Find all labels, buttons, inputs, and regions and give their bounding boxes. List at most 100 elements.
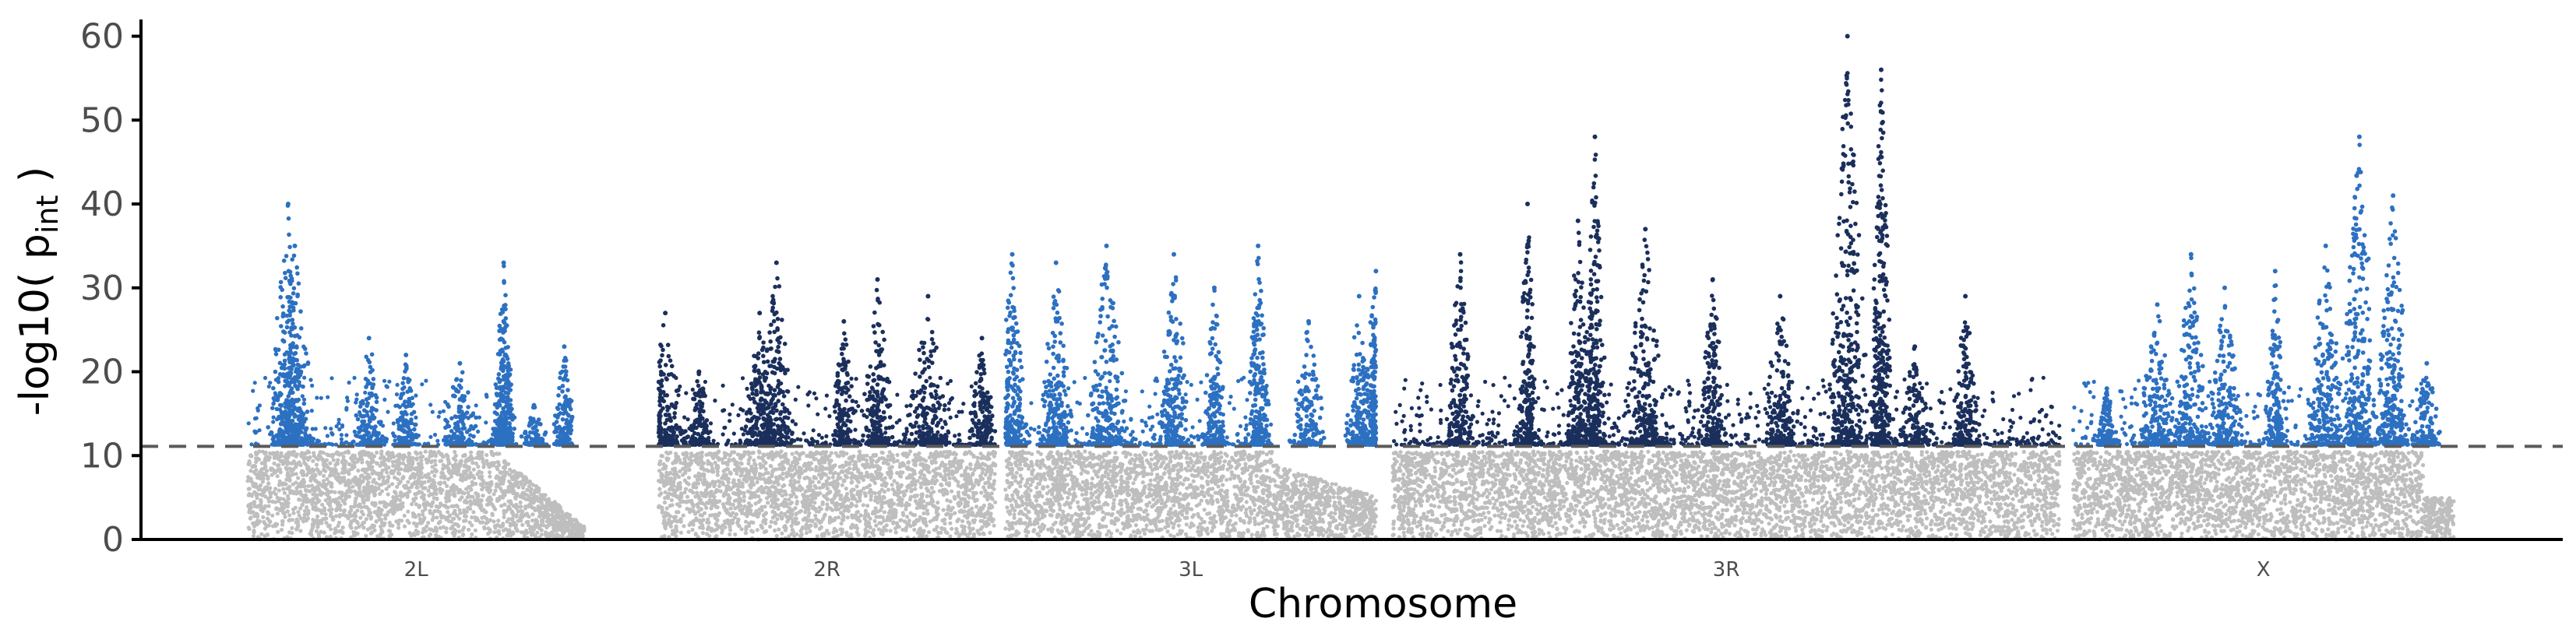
data-point [347,450,351,455]
data-point [415,485,420,490]
data-point [561,364,566,369]
data-point [561,430,566,435]
data-point [495,393,499,398]
data-point [929,486,934,490]
data-point [453,511,457,515]
data-point [414,457,419,462]
data-point [989,452,994,456]
data-point [261,515,266,520]
data-point [325,487,329,492]
data-point [366,336,372,341]
data-point [397,472,402,476]
data-point [290,318,295,322]
data-point [271,415,276,420]
data-point [514,502,519,508]
data-point [499,410,505,415]
data-point [324,516,329,521]
data-point [578,525,583,529]
data-point [392,469,396,473]
data-point [418,466,423,470]
data-point [305,449,310,454]
data-point [358,515,363,520]
data-point [294,414,298,419]
data-point [955,519,960,524]
data-point [265,510,270,515]
data-point [471,467,476,472]
data-point [403,486,408,490]
data-point [806,525,811,530]
data-point [537,514,542,519]
data-point [471,510,476,515]
data-point [498,349,503,353]
data-point [246,462,251,466]
data-point [934,466,939,471]
data-point [574,529,579,533]
data-point [288,434,293,439]
data-point [291,341,295,346]
data-point [510,516,515,521]
data-point [555,528,560,532]
data-point [268,492,273,497]
data-point [520,514,524,518]
data-point [992,523,996,528]
data-point [378,491,382,497]
data-point [537,486,541,491]
data-point [464,430,470,434]
data-point [305,505,309,510]
data-point [287,232,291,237]
data-point [273,352,279,357]
data-point [498,486,503,491]
data-point [506,485,511,490]
data-point [252,490,257,494]
data-point [562,356,568,360]
data-point [264,473,269,477]
data-point [289,450,294,455]
data-point [410,459,414,463]
data-point [459,385,463,390]
data-point [251,483,255,488]
data-point [485,459,489,463]
data-point [406,420,411,425]
data-point [287,466,292,471]
data-point [473,442,477,447]
data-point [381,479,386,483]
data-point [457,497,463,502]
data-point [425,460,429,465]
data-point [924,534,929,539]
data-point [382,378,387,383]
data-point [266,458,271,462]
data-point [395,477,400,482]
data-point [291,511,296,515]
data-point [271,385,276,391]
data-point [361,436,366,441]
data-point [280,311,286,316]
data-point [526,523,531,528]
data-point [393,438,397,443]
data-point [550,512,555,518]
data-point [388,529,393,533]
data-point [340,423,345,428]
data-point [728,506,733,511]
data-point [347,380,351,385]
data-point [386,453,391,458]
data-point [294,367,299,371]
data-point [295,293,300,299]
data-point [337,417,341,422]
data-point [340,529,344,534]
data-point [287,518,291,523]
data-point [409,435,414,440]
data-point [341,455,346,459]
data-point [353,480,358,485]
data-point [428,450,432,455]
data-point [429,460,434,465]
data-point [529,487,534,492]
data-point [365,401,370,406]
data-point [414,452,419,456]
data-point [294,462,299,466]
data-point [310,383,315,388]
data-point [979,490,984,495]
data-point [319,518,324,523]
data-point [499,470,503,476]
data-point [544,498,549,503]
data-point [419,459,424,463]
